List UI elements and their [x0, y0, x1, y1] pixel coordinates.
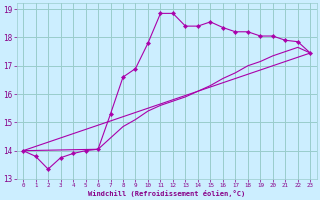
X-axis label: Windchill (Refroidissement éolien,°C): Windchill (Refroidissement éolien,°C)	[88, 190, 245, 197]
